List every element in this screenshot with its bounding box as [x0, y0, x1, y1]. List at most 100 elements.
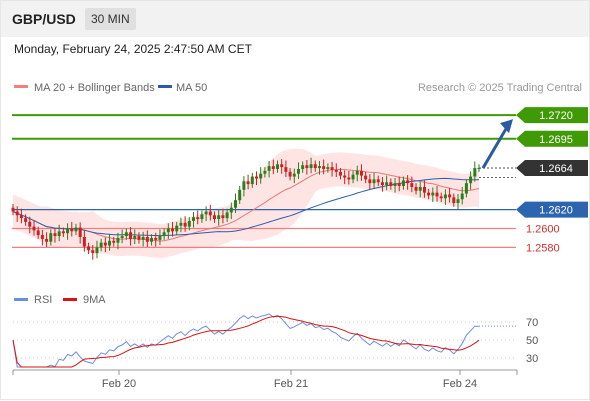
candle: [225, 208, 229, 222]
candle: [305, 160, 309, 175]
x-tick-label: Feb 24: [443, 378, 477, 390]
rsi-line: [12, 313, 479, 368]
candle: [406, 175, 410, 190]
candle: [452, 193, 456, 207]
candle: [477, 164, 481, 172]
candle: [380, 177, 384, 192]
candle-body: [263, 170, 267, 174]
candle-body: [74, 227, 78, 232]
candle-body: [133, 236, 137, 239]
candle: [150, 234, 154, 246]
candle: [24, 214, 28, 226]
candle: [19, 208, 23, 224]
candle: [175, 221, 179, 236]
candle-body: [175, 225, 179, 232]
candle-body: [322, 166, 326, 169]
candle: [45, 232, 49, 247]
resistance-label-1: 1.2695: [539, 134, 573, 146]
candle: [284, 160, 288, 178]
candle-body: [45, 238, 49, 242]
candle: [91, 245, 95, 260]
candle: [32, 220, 36, 236]
candle: [66, 223, 70, 240]
candle: [166, 223, 170, 239]
candle: [158, 229, 162, 246]
header-bar: GBP/USD 30 MIN: [1, 1, 589, 37]
candle-body: [380, 182, 384, 186]
pivot-tag: [516, 201, 588, 218]
candle-body: [19, 215, 23, 219]
ma20-legend-swatch: [14, 85, 28, 88]
candle-body: [452, 197, 456, 203]
candle-body: [326, 167, 330, 169]
candle: [36, 226, 40, 239]
candle: [372, 172, 376, 189]
candle-body: [70, 228, 74, 232]
ma50-legend-swatch: [158, 85, 172, 88]
candle-body: [410, 183, 414, 187]
candle: [70, 221, 74, 237]
candle-body: [103, 242, 107, 246]
candle-body: [422, 186, 426, 193]
candle-body: [292, 173, 296, 177]
candle-body: [66, 228, 70, 234]
current-price-label: 1.2664: [539, 163, 573, 175]
candle: [355, 165, 359, 182]
candle: [196, 210, 200, 225]
ma50-legend-label: MA 50: [176, 82, 207, 94]
candle: [296, 162, 300, 179]
candle-body: [435, 192, 439, 197]
candle: [364, 171, 368, 184]
resistance-tag-0: [516, 107, 588, 124]
candle: [343, 170, 347, 185]
candle: [221, 208, 225, 224]
candle-body: [78, 227, 82, 237]
candle-body: [368, 179, 372, 184]
candle-body: [166, 228, 170, 233]
resistance-tag-1: [516, 130, 588, 147]
candle: [74, 223, 78, 236]
candle: [435, 186, 439, 202]
candle: [120, 229, 124, 244]
candle-body: [196, 217, 200, 220]
candle: [11, 203, 15, 216]
pivot-label: 1.2620: [539, 205, 573, 217]
candle: [359, 164, 363, 181]
candle: [275, 160, 279, 173]
candle: [368, 174, 372, 190]
rsi-tick-label: 30: [526, 353, 538, 365]
candle-body: [99, 242, 103, 248]
candle-body: [137, 236, 141, 240]
candle-body: [275, 164, 279, 169]
candle: [401, 176, 405, 190]
candle-body: [246, 181, 250, 185]
candle: [288, 168, 292, 181]
candle: [229, 202, 233, 220]
candle: [313, 160, 317, 172]
rsi-legend-label: RSI: [34, 294, 52, 306]
candle: [141, 231, 145, 247]
candle-body: [238, 189, 242, 201]
candle: [103, 237, 107, 253]
candle-body: [355, 170, 359, 175]
candle: [108, 234, 112, 251]
candle: [95, 240, 99, 259]
candle-body: [82, 237, 86, 247]
candle-body: [414, 186, 418, 191]
candle: [469, 171, 473, 190]
candle-body: [108, 240, 112, 246]
candle: [82, 230, 86, 252]
candle: [267, 160, 271, 178]
candle: [183, 216, 187, 232]
candle-body: [254, 176, 258, 179]
timeframe-button[interactable]: 30 MIN: [85, 8, 136, 30]
candle: [418, 181, 422, 198]
candle: [443, 189, 447, 205]
candle-body: [204, 211, 208, 215]
candle-body: [91, 250, 95, 254]
x-tick-label: Feb 20: [102, 378, 136, 390]
candle: [133, 229, 137, 245]
candle-body: [330, 167, 334, 170]
candle: [238, 186, 242, 204]
candle-body: [95, 247, 99, 254]
